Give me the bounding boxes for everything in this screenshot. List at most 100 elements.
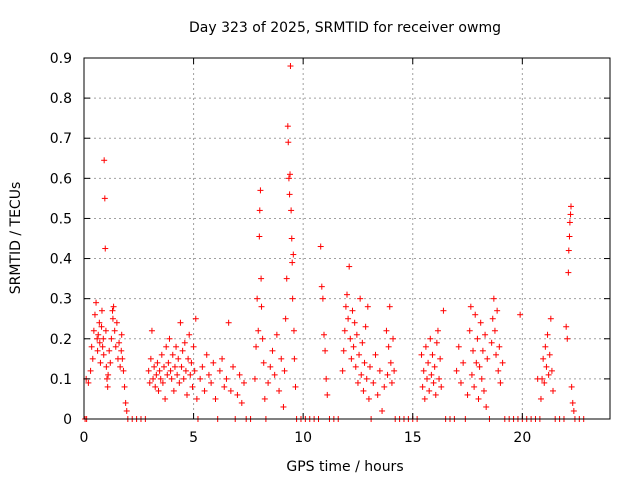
- data-point: [388, 379, 395, 386]
- data-point: [278, 355, 285, 362]
- data-point: [362, 323, 369, 330]
- data-point: [359, 339, 366, 346]
- data-point: [363, 375, 370, 382]
- data-point: [155, 387, 162, 394]
- data-point: [283, 275, 290, 282]
- data-point: [360, 387, 367, 394]
- data-point: [203, 351, 210, 358]
- data-point: [157, 375, 164, 382]
- data-point: [189, 383, 196, 390]
- data-point: [282, 315, 289, 322]
- data-point: [288, 207, 295, 214]
- data-point: [370, 379, 377, 386]
- data-point: [234, 391, 241, 398]
- data-point: [478, 375, 485, 382]
- data-point: [105, 371, 112, 378]
- data-point: [180, 375, 187, 382]
- data-point: [156, 367, 163, 374]
- data-point: [163, 343, 170, 350]
- data-point: [256, 233, 263, 240]
- data-point: [357, 295, 364, 302]
- data-point: [168, 375, 175, 382]
- data-point: [367, 363, 374, 370]
- x-tick-label: 20: [513, 430, 531, 446]
- data-point: [122, 399, 129, 406]
- data-point: [365, 395, 372, 402]
- data-point: [499, 359, 506, 366]
- data-point: [256, 207, 263, 214]
- data-point: [474, 335, 481, 342]
- data-point: [182, 367, 189, 374]
- data-point: [353, 331, 360, 338]
- data-point: [566, 233, 573, 240]
- data-point: [427, 335, 434, 342]
- y-tick-label: 0.2: [50, 332, 72, 348]
- data-point: [354, 379, 361, 386]
- data-point: [269, 347, 276, 354]
- data-point: [387, 359, 394, 366]
- data-point: [261, 395, 268, 402]
- data-point: [162, 395, 169, 402]
- data-point: [276, 387, 283, 394]
- data-point: [546, 351, 553, 358]
- data-point: [345, 315, 352, 322]
- data-point: [351, 319, 358, 326]
- data-point: [254, 295, 261, 302]
- data-point: [184, 391, 191, 398]
- data-point: [517, 311, 524, 318]
- data-point: [548, 367, 555, 374]
- data-point: [192, 315, 199, 322]
- data-point: [490, 295, 497, 302]
- y-tick-label: 0.4: [50, 252, 72, 268]
- data-point: [186, 331, 193, 338]
- y-axis-label: SRMTID / TECUs: [8, 182, 24, 295]
- data-point: [477, 319, 484, 326]
- data-point: [287, 171, 294, 178]
- data-point: [457, 379, 464, 386]
- data-point: [563, 323, 570, 330]
- data-point: [106, 347, 113, 354]
- data-point: [323, 375, 330, 382]
- data-point: [91, 311, 98, 318]
- x-tick-label: 15: [404, 430, 422, 446]
- data-point: [148, 327, 155, 334]
- data-point: [429, 351, 436, 358]
- data-point: [185, 355, 192, 362]
- data-point: [221, 383, 228, 390]
- data-point: [420, 367, 427, 374]
- data-point: [271, 371, 278, 378]
- data-point: [347, 335, 354, 342]
- data-point: [379, 407, 386, 414]
- data-point: [480, 387, 487, 394]
- data-point: [267, 363, 274, 370]
- data-point: [101, 157, 108, 164]
- data-point: [273, 331, 280, 338]
- data-point: [319, 295, 326, 302]
- data-point: [227, 387, 234, 394]
- data-point: [100, 335, 107, 342]
- data-point: [219, 355, 226, 362]
- data-point: [376, 367, 383, 374]
- data-point: [93, 299, 100, 306]
- data-point: [464, 391, 471, 398]
- data-point: [491, 327, 498, 334]
- data-point: [167, 367, 174, 374]
- data-point: [381, 383, 388, 390]
- data-point: [317, 243, 324, 250]
- data-point: [324, 391, 331, 398]
- data-point: [437, 355, 444, 362]
- chart-title: Day 323 of 2025, SRMTID for receiver owm…: [189, 20, 501, 36]
- data-point: [493, 351, 500, 358]
- data-point: [466, 327, 473, 334]
- plot-frame: [83, 57, 611, 420]
- data-point: [391, 367, 398, 374]
- data-point: [421, 395, 428, 402]
- data-point: [103, 363, 110, 370]
- data-point: [453, 367, 460, 374]
- data-point: [100, 351, 107, 358]
- data-point: [118, 347, 125, 354]
- data-point: [205, 371, 212, 378]
- data-point: [109, 315, 116, 322]
